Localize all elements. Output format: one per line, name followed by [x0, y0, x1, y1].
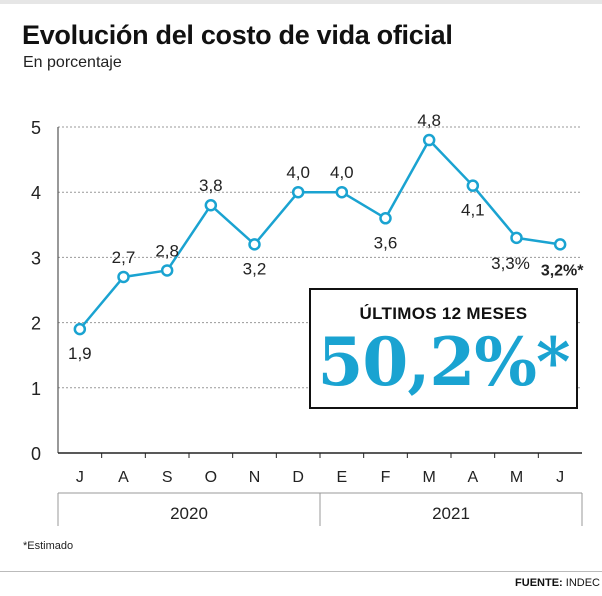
- line-chart: 0 1 2 3 4 5 J A S O N D E F M A M J 2020 2021 1,9 2,7 2,8 3,8 3,…: [31, 111, 584, 526]
- x-tick-label: A: [118, 469, 129, 486]
- series-line: [78, 138, 561, 330]
- data-point: [117, 270, 130, 284]
- year-label: 2021: [432, 504, 470, 523]
- data-point: [73, 322, 87, 336]
- data-point: [204, 198, 218, 212]
- data-label: 2,8: [155, 241, 179, 260]
- y-tick-label: 2: [31, 314, 41, 334]
- data-point: [553, 238, 567, 251]
- summary-label: ÚLTIMOS 12 MESES: [359, 304, 528, 323]
- data-label: 3,2: [243, 259, 267, 278]
- source-label: FUENTE:: [515, 577, 563, 589]
- x-tick-label: D: [292, 469, 304, 486]
- chart-title: Evolución del costo de vida oficial: [22, 20, 453, 50]
- data-label: 4,1: [461, 201, 485, 220]
- year-label: 2020: [170, 504, 208, 523]
- x-tick-label: N: [249, 469, 261, 486]
- data-point: [466, 179, 480, 192]
- source-name: INDEC: [565, 577, 600, 589]
- data-point: [335, 185, 349, 199]
- x-tick-label: J: [76, 469, 84, 486]
- x-tick-label: J: [556, 469, 564, 486]
- x-tick-label: F: [381, 469, 391, 486]
- summary-box: ÚLTIMOS 12 MESES 50,2%*: [309, 288, 578, 409]
- footnote: *Estimado: [23, 540, 74, 552]
- data-point: [248, 238, 261, 251]
- bottom-rule: [0, 571, 602, 572]
- data-point: [510, 231, 523, 245]
- data-label: 3,2%*: [541, 262, 584, 279]
- data-label: 4,0: [286, 163, 310, 182]
- x-tick-label: M: [510, 469, 523, 486]
- x-tick-label: E: [336, 469, 347, 486]
- data-point: [379, 212, 392, 225]
- x-tick-label: O: [205, 469, 217, 486]
- data-label: 3,8: [199, 176, 223, 195]
- source-credit: FUENTE: INDEC: [515, 577, 600, 589]
- data-point: [291, 185, 305, 199]
- x-tick-label: S: [162, 469, 173, 486]
- y-tick-label: 3: [31, 248, 41, 268]
- chart-subtitle: En porcentaje: [23, 54, 122, 71]
- data-label: 3,3%: [491, 254, 530, 273]
- y-tick-label: 0: [31, 444, 41, 464]
- y-tick-label: 4: [31, 183, 41, 203]
- x-tick-label: M: [423, 469, 436, 486]
- data-label: 1,9: [68, 344, 92, 363]
- x-tick-label: A: [467, 469, 478, 486]
- data-label: 2,7: [112, 248, 136, 267]
- data-point: [160, 264, 174, 277]
- top-rule: [0, 0, 602, 4]
- y-tick-label: 1: [31, 379, 41, 399]
- data-label: 3,6: [374, 233, 398, 252]
- data-label: 4,8: [417, 111, 441, 130]
- data-point: [422, 133, 436, 147]
- summary-value: 50,2%*: [317, 323, 571, 401]
- y-tick-label: 5: [31, 118, 41, 138]
- data-label: 4,0: [330, 163, 354, 182]
